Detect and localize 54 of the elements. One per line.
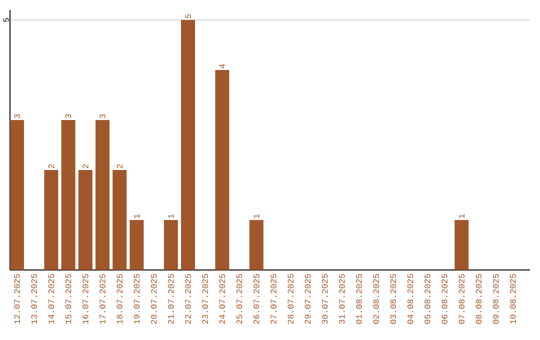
- x-tick-label: 21.07.2025: [168, 274, 174, 324]
- x-tick-label: 14.07.2025: [48, 274, 54, 324]
- data-label: 3: [65, 114, 72, 118]
- x-tick-label: 20.07.2025: [150, 274, 157, 324]
- data-label: 1: [134, 214, 140, 218]
- x-tick-label: 13.07.2025: [31, 274, 37, 324]
- x-tick-label: 22.07.2025: [185, 274, 191, 324]
- x-tick-label: 02.08.2025: [373, 274, 379, 324]
- data-label: 3: [14, 114, 20, 118]
- data-label: 1: [254, 214, 260, 218]
- x-tick-label: 15.07.2025: [65, 274, 72, 324]
- x-tick-label: 04.08.2025: [407, 274, 414, 324]
- data-label: 5: [185, 14, 191, 18]
- x-tick-label: 07.08.2025: [458, 274, 464, 324]
- x-tick-label: 24.07.2025: [219, 274, 226, 324]
- x-tick-label: 23.07.2025: [202, 274, 208, 324]
- bar: [249, 220, 264, 270]
- x-tick-label: 30.07.2025: [322, 274, 328, 324]
- bar: [96, 120, 110, 270]
- x-tick-label: 09.08.2025: [492, 274, 499, 324]
- bar: [10, 120, 24, 270]
- bar: [215, 70, 230, 270]
- bar: [61, 120, 76, 270]
- bar: [454, 220, 469, 270]
- x-tick-label: 06.08.2025: [442, 274, 448, 324]
- x-tick-label: 08.08.2025: [476, 274, 482, 324]
- bar: [181, 20, 196, 270]
- x-tick-label: 17.07.2025: [100, 274, 106, 324]
- bar: [78, 170, 92, 270]
- x-tick-label: 12.07.2025: [14, 274, 20, 324]
- x-tick-label: 31.07.2025: [339, 274, 345, 324]
- bar: [44, 170, 58, 270]
- x-tick-label: 26.07.2025: [254, 274, 260, 324]
- x-tick-label: 01.08.2025: [356, 274, 362, 324]
- x-tick-label: 29.07.2025: [304, 274, 311, 324]
- bar: [130, 220, 144, 270]
- x-tick-label: 03.08.2025: [390, 274, 396, 324]
- x-tick-label: 10.08.2025: [510, 274, 516, 324]
- data-label: 1: [458, 214, 464, 218]
- data-label: 4: [219, 64, 225, 68]
- x-tick-label: 28.07.2025: [288, 274, 294, 324]
- bar: [112, 170, 127, 270]
- x-tick-label: 18.07.2025: [116, 274, 122, 324]
- data-label: 2: [82, 164, 88, 168]
- data-label: 1: [168, 214, 174, 218]
- x-tick-label: 16.07.2025: [82, 274, 88, 324]
- x-tick-label: 25.07.2025: [236, 274, 242, 324]
- x-tick-label: 05.08.2025: [424, 274, 430, 324]
- data-label: 2: [48, 164, 54, 168]
- data-label: 3: [100, 114, 106, 118]
- bar: [164, 220, 178, 270]
- data-label: 2: [116, 164, 122, 168]
- x-tick-label: 19.07.2025: [134, 274, 140, 324]
- x-tick-label: 27.07.2025: [270, 274, 276, 324]
